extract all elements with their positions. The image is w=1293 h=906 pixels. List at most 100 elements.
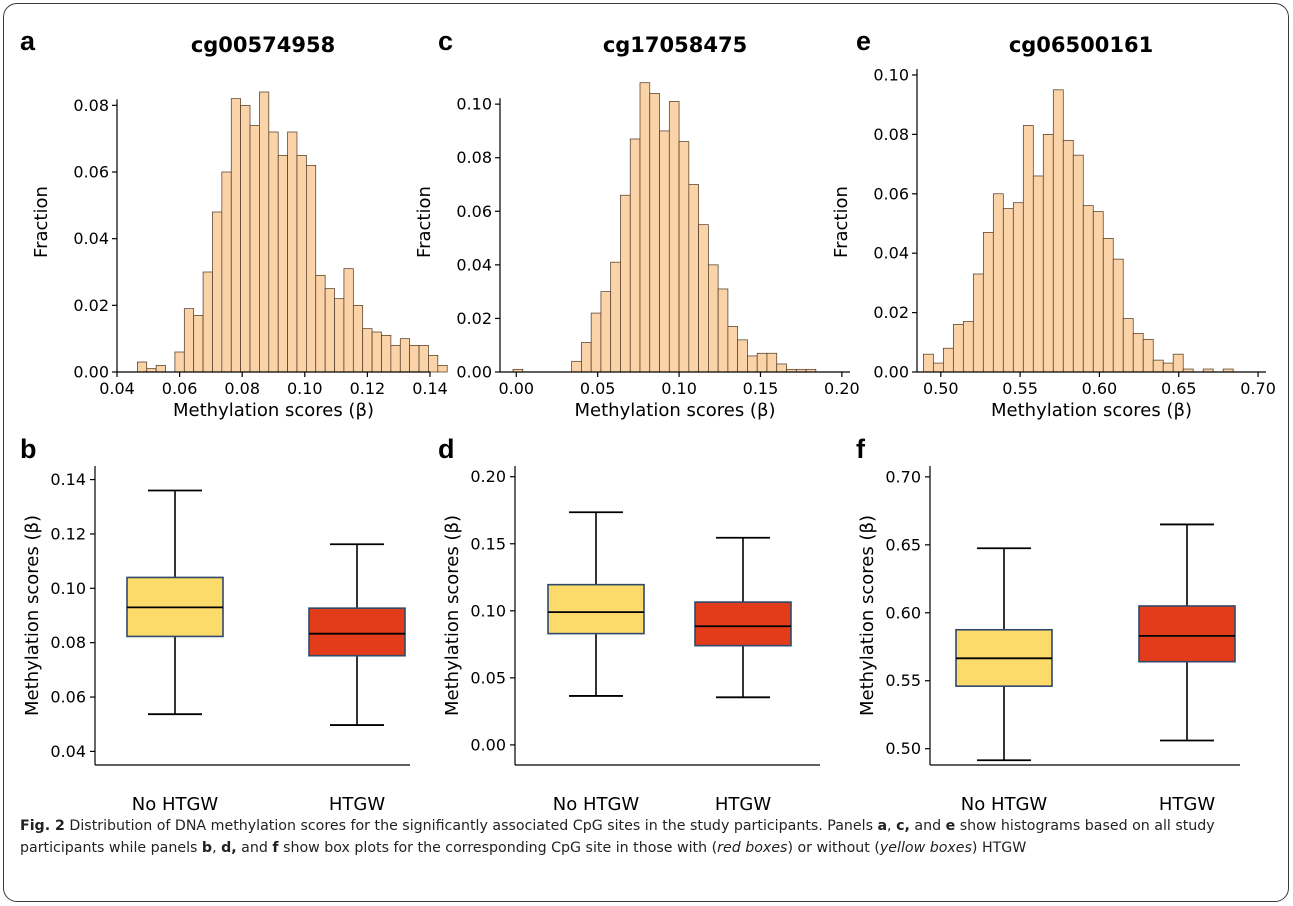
y-tick-label: 0.10 [50, 579, 86, 598]
figure-frame [3, 3, 1289, 902]
y-tick-label: 0.04 [50, 742, 86, 761]
histogram-bar [334, 298, 345, 373]
caption-letter: e [945, 818, 956, 834]
histogram-bar [136, 361, 148, 373]
histogram-bar [581, 342, 592, 373]
histogram-bar [600, 291, 612, 373]
histogram-bar [324, 288, 335, 373]
histogram-bar [1162, 362, 1174, 373]
boxplot-d: 0.00 0.05 0.10 0.15 0.20 Methylation scores (… [442, 466, 820, 815]
histogram-bar [428, 354, 439, 373]
histogram-bar [371, 331, 382, 373]
caption-letter: c, [896, 818, 910, 834]
histogram-bar [942, 347, 954, 373]
y-tick-label: 0.10 [456, 95, 492, 114]
y-tick-label: 0.08 [456, 148, 492, 167]
histogram-bar [659, 130, 670, 373]
x-tick-label: 0.12 [350, 379, 386, 398]
histogram-bar [776, 363, 787, 373]
category-label: HTGW [1159, 794, 1215, 815]
histogram-bar [1082, 205, 1094, 373]
y-tick-label: 0.08 [50, 633, 86, 652]
histogram-bar [193, 314, 204, 373]
y-tick-label: 0.20 [470, 467, 506, 486]
histogram-bar [418, 344, 429, 373]
caption-letter: b [201, 840, 213, 856]
histogram-bar [1152, 359, 1164, 373]
histogram-bar [590, 312, 602, 373]
panel-letter-c: c [438, 26, 453, 56]
y-tick-label: 0.65 [885, 535, 921, 554]
y-axis-label: Methylation scores (β) [442, 515, 463, 716]
caption-text: and [909, 818, 946, 834]
y-tick-label: 0.00 [73, 363, 109, 382]
panel-letter-d: d [438, 434, 455, 464]
x-axis-label: Methylation scores (β) [173, 400, 374, 421]
histogram-bar [1122, 318, 1134, 373]
histogram-c: cg17058475 0.00 0.02 0.04 0.06 0.08 0.10 0.00 0.… [414, 33, 860, 421]
histogram-a: cg00574958 0.00 0.02 0.04 0.06 0.08 0.04 0.06 0.… [31, 33, 448, 421]
histogram-bar [992, 193, 1004, 373]
histogram-bar [668, 101, 680, 373]
histogram-bar [766, 352, 778, 373]
y-tick-label: 0.02 [73, 296, 109, 315]
y-tick-label: 0.10 [470, 601, 506, 620]
histogram-bar [1092, 211, 1104, 373]
figure-caption: Fig. 2 Distribution of DNA methylation s… [20, 815, 1270, 859]
y-tick-label: 0.08 [873, 125, 909, 144]
histogram-bar [756, 352, 768, 373]
histogram-bar [962, 321, 974, 373]
histogram-bar [1042, 134, 1054, 373]
boxplot-b: 0.04 0.06 0.08 0.10 0.12 0.14 Methylation scor… [22, 466, 410, 815]
histogram-bar [932, 362, 944, 373]
histogram-bar [212, 211, 223, 373]
histogram-bar [1072, 154, 1084, 373]
x-tick-label: 0.15 [743, 379, 779, 398]
y-tick-label: 0.04 [873, 244, 909, 263]
histogram-bar [737, 339, 748, 373]
caption-text: ) HTGW [971, 840, 1027, 856]
histogram-bar [1022, 125, 1034, 373]
category-label: HTGW [715, 794, 771, 815]
y-tick-label: 0.06 [50, 688, 86, 707]
y-tick-label: 0.60 [885, 603, 921, 622]
y-axis-label: Methylation scores (β) [22, 515, 43, 716]
y-tick-label: 0.10 [873, 65, 909, 84]
boxplot-f: 0.50 0.55 0.60 0.65 0.70 Methylation scores (… [857, 466, 1240, 815]
histogram-bar [952, 324, 964, 373]
histogram-bar [1062, 139, 1074, 373]
chart-title: cg00574958 [191, 33, 335, 57]
x-tick-label: 0.00 [498, 379, 534, 398]
y-tick-label: 0.06 [73, 163, 109, 182]
x-axis-label: Methylation scores (β) [991, 400, 1192, 421]
x-tick-label: 0.08 [224, 379, 260, 398]
y-tick-label: 0.00 [873, 363, 909, 382]
histogram-bar [381, 334, 392, 373]
histogram-bar [571, 360, 582, 373]
caption-letter: a [877, 818, 888, 834]
caption-text: , [212, 840, 222, 856]
panel-letter-e: e [856, 26, 871, 56]
histogram-bar [629, 138, 641, 373]
y-tick-label: 0.06 [456, 202, 492, 221]
category-label: No HTGW [961, 794, 1048, 815]
histogram-bar [230, 98, 241, 373]
chart-title: cg17058475 [603, 33, 747, 57]
y-axis-label: Fraction [831, 186, 852, 258]
histogram-bar [1002, 208, 1014, 373]
histogram-bar [202, 271, 213, 373]
histogram-bar [1102, 237, 1114, 373]
caption-text: show histograms based on all study parti… [20, 818, 1215, 856]
x-tick-label: 0.05 [580, 379, 616, 398]
x-tick-label: 0.50 [923, 379, 959, 398]
panel-letter-a: a [20, 26, 36, 56]
y-tick-label: 0.04 [456, 255, 492, 274]
x-tick-label: 0.55 [1002, 379, 1038, 398]
x-tick-label: 0.04 [99, 379, 135, 398]
caption-text: , [887, 818, 897, 834]
y-tick-label: 0.14 [50, 470, 86, 489]
caption-fig-label: Fig. 2 [20, 818, 65, 834]
histogram-bar [1172, 353, 1184, 373]
caption-letter: f [272, 840, 279, 856]
caption-text: show box plots for the corresponding CpG… [278, 840, 718, 856]
